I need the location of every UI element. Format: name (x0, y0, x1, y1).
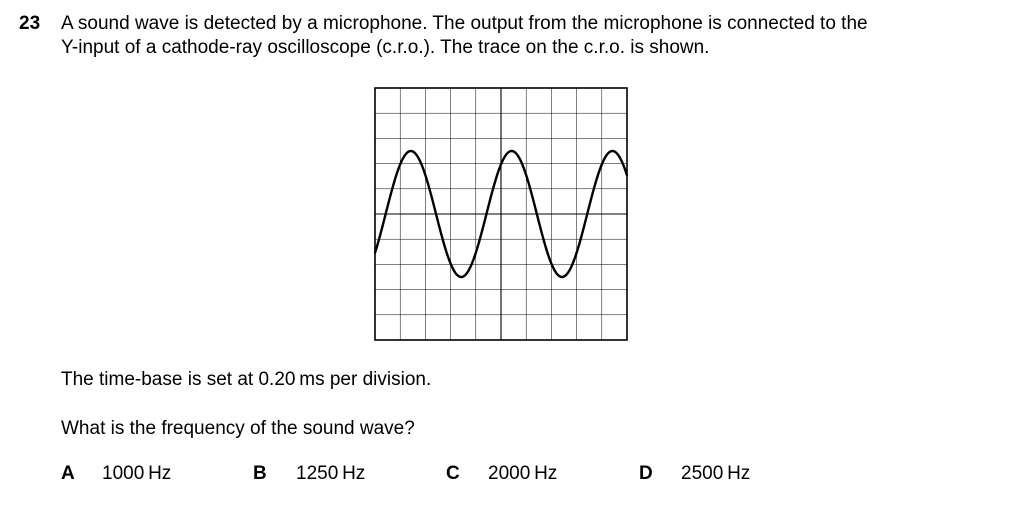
option-d-value: 2500 Hz (681, 463, 751, 484)
oscilloscope-screen (374, 87, 628, 341)
option-c-letter: C (446, 463, 460, 484)
stem-line-1: A sound wave is detected by a microphone… (61, 13, 868, 34)
option-a-letter: A (61, 463, 75, 484)
stem-line-2: Y-input of a cathode-ray oscilloscope (c… (61, 37, 710, 58)
center-axes (375, 88, 627, 340)
waveform-trace (374, 149, 628, 279)
option-b-letter: B (253, 463, 267, 484)
option-a-value: 1000 Hz (102, 463, 172, 484)
option-d-letter: D (639, 463, 653, 484)
option-b-value: 1250 Hz (296, 463, 366, 484)
screen-border (374, 87, 628, 341)
question-stem: A sound wave is detected by a microphone… (61, 12, 1001, 60)
question-number: 23 (19, 13, 41, 34)
timebase-text: The time-base is set at 0.20 ms per divi… (61, 369, 432, 390)
question-prompt: What is the frequency of the sound wave? (61, 418, 415, 439)
option-c-value: 2000 Hz (488, 463, 558, 484)
